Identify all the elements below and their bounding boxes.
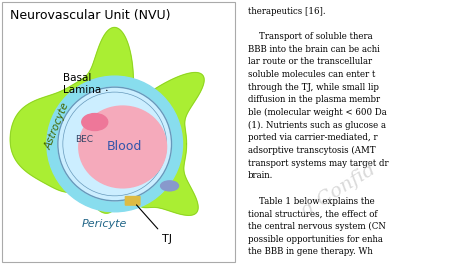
Text: Astrocyte: Astrocyte (43, 101, 71, 151)
Text: tional structures, the effect of: tional structures, the effect of (248, 209, 377, 218)
Text: Pericyte: Pericyte (82, 219, 128, 229)
Text: brain.: brain. (248, 171, 273, 180)
Text: ble (molecular weight < 600 Da: ble (molecular weight < 600 Da (248, 108, 386, 117)
Text: Neurovascular Unit (NVU): Neurovascular Unit (NVU) (10, 9, 171, 22)
FancyBboxPatch shape (125, 196, 141, 206)
Text: adsorptive transcytosis (AMT: adsorptive transcytosis (AMT (248, 146, 375, 155)
Text: Blood: Blood (107, 140, 142, 153)
Circle shape (47, 76, 182, 212)
Text: d Confid: d Confid (299, 160, 379, 220)
Text: Table 1 below explains the: Table 1 below explains the (248, 197, 374, 206)
Polygon shape (10, 27, 204, 215)
Ellipse shape (161, 181, 179, 191)
Text: (1). Nutrients such as glucose a: (1). Nutrients such as glucose a (248, 121, 386, 130)
Text: transport systems may target dr: transport systems may target dr (248, 159, 388, 168)
Text: BBB into the brain can be achi: BBB into the brain can be achi (248, 45, 380, 54)
Text: soluble molecules can enter t: soluble molecules can enter t (248, 70, 375, 79)
Text: therapeutics [16].: therapeutics [16]. (248, 7, 326, 16)
Text: possible opportunities for enha: possible opportunities for enha (248, 235, 383, 244)
Text: the central nervous system (CN: the central nervous system (CN (248, 222, 386, 231)
Text: lar route or the transcellular: lar route or the transcellular (248, 57, 372, 66)
Text: the BBB in gene therapy. Wh: the BBB in gene therapy. Wh (248, 247, 373, 256)
Text: Basal
Lamina: Basal Lamina (63, 73, 107, 95)
Text: ported via carrier-mediated, r: ported via carrier-mediated, r (248, 133, 377, 142)
Ellipse shape (82, 114, 108, 130)
Ellipse shape (79, 106, 166, 188)
Text: diffusion in the plasma membr: diffusion in the plasma membr (248, 95, 380, 104)
Circle shape (58, 87, 172, 201)
Text: Transport of soluble thera: Transport of soluble thera (248, 32, 373, 41)
Text: TJ: TJ (137, 205, 172, 244)
Text: through the TJ, while small lip: through the TJ, while small lip (248, 83, 379, 92)
Text: BEC: BEC (75, 135, 93, 144)
